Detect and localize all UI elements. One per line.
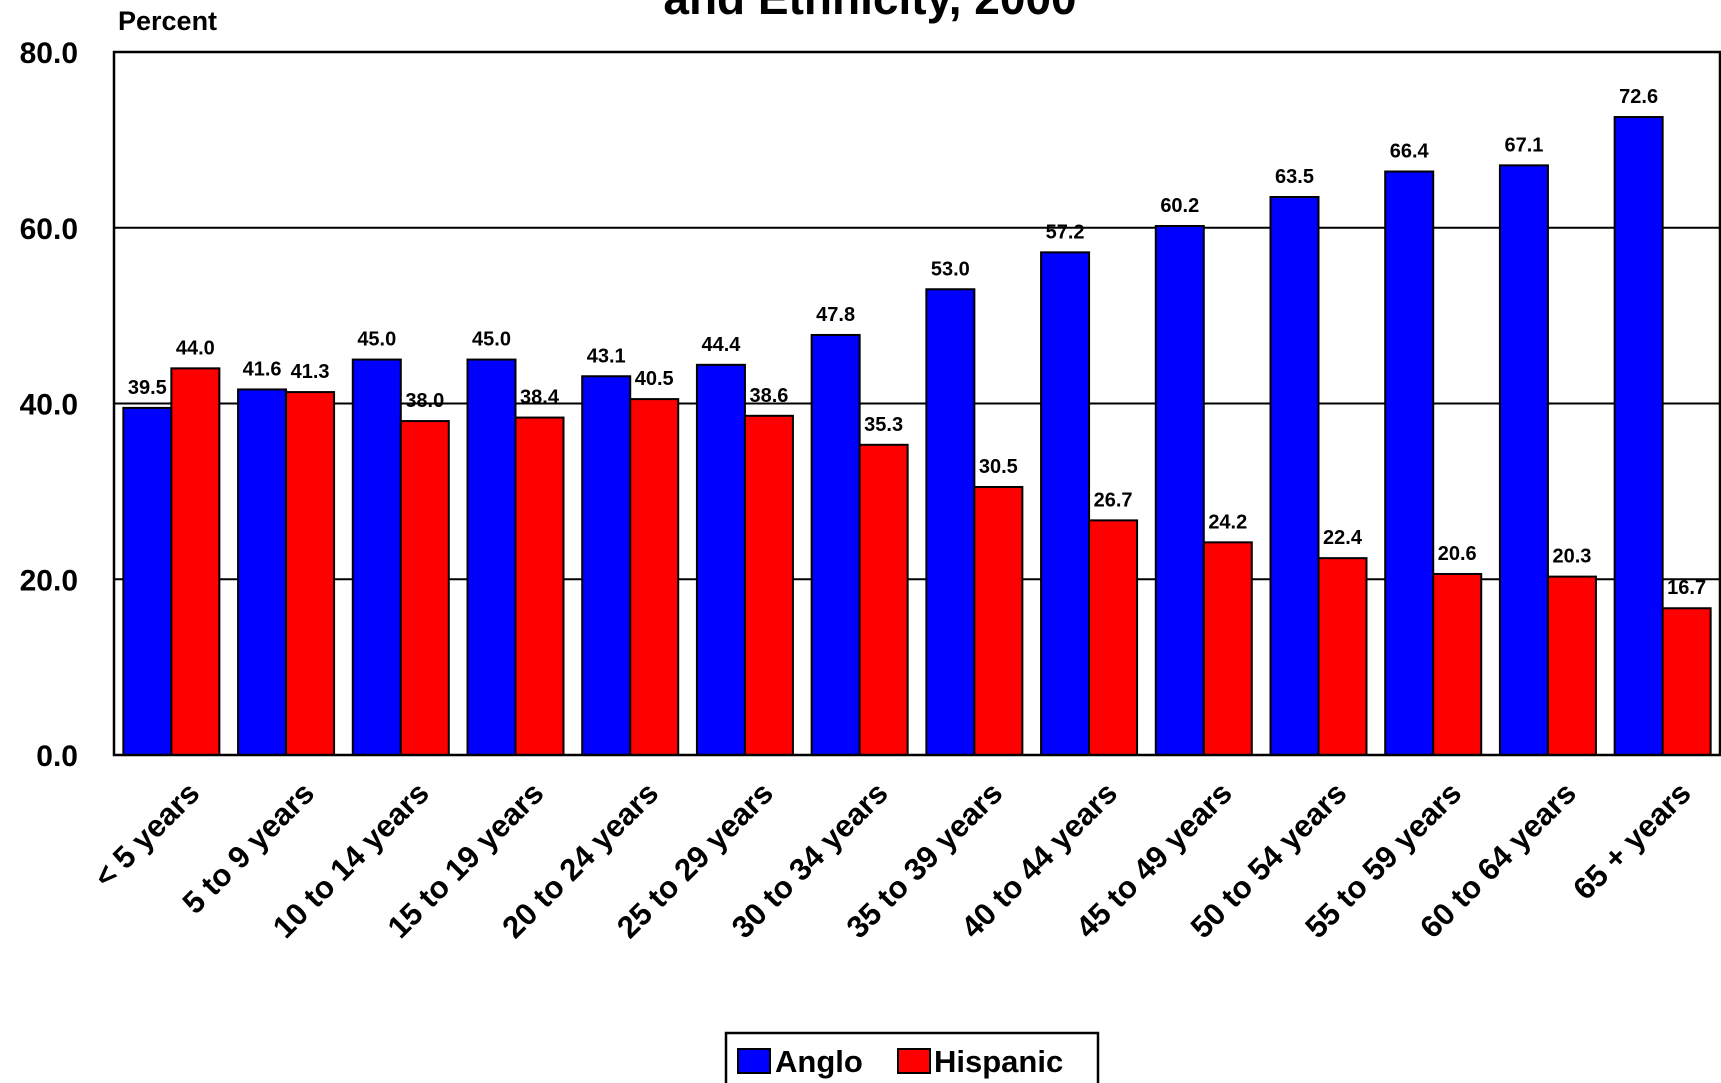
bar-anglo — [810, 333, 861, 756]
bar-anglo — [581, 375, 632, 756]
data-label-hispanic: 41.3 — [291, 361, 330, 383]
y-tick-label: 80.0 — [20, 37, 78, 70]
data-label-anglo: 60.2 — [1160, 195, 1199, 217]
plot-area-frame — [112, 50, 1721, 757]
bar-hispanic — [858, 443, 909, 756]
bar-hispanic — [285, 391, 336, 756]
y-axis-unit-label: Percent — [118, 6, 217, 36]
legend-label-hispanic: Hispanic — [934, 1044, 1063, 1079]
data-label-hispanic: 38.4 — [520, 387, 560, 409]
data-label-hispanic: 40.5 — [635, 368, 674, 390]
data-label-hispanic: 38.6 — [749, 385, 788, 407]
bar-anglo — [1040, 251, 1091, 756]
bar-anglo — [237, 388, 288, 756]
data-label-anglo: 53.0 — [931, 258, 970, 280]
bar-hispanic — [170, 367, 221, 756]
bar-hispanic — [973, 485, 1024, 756]
bar-anglo — [1154, 224, 1205, 756]
legend-swatch-anglo — [737, 1048, 771, 1074]
legend-box — [724, 1031, 1100, 1083]
bar-hispanic — [629, 398, 680, 756]
y-tick-label: 40.0 — [20, 389, 78, 422]
bars — [122, 116, 1712, 757]
bar-anglo — [1613, 116, 1664, 756]
data-label-anglo: 63.5 — [1275, 166, 1314, 188]
bar-hispanic — [743, 414, 794, 756]
data-label-hispanic: 20.3 — [1552, 546, 1591, 568]
data-label-anglo: 45.0 — [357, 329, 396, 351]
bar-hispanic — [1088, 519, 1139, 757]
bar-hispanic — [1432, 572, 1483, 756]
data-label-hispanic: 44.0 — [176, 337, 215, 359]
x-tick-label: 65 + years — [1566, 775, 1697, 906]
data-label-anglo: 72.6 — [1619, 86, 1658, 108]
legend: Anglo Hispanic — [724, 1031, 1100, 1083]
data-label-hispanic: 30.5 — [979, 456, 1018, 478]
data-label-anglo: 57.2 — [1046, 221, 1085, 243]
bar-anglo — [1269, 195, 1320, 756]
data-label-hispanic: 22.4 — [1323, 527, 1363, 549]
y-axis-ticks: 0.0 20.0 40.0 60.0 80.0 — [20, 37, 78, 773]
data-label-hispanic: 35.3 — [864, 414, 903, 436]
y-tick-label: 60.0 — [20, 213, 78, 246]
data-label-anglo: 43.1 — [587, 345, 626, 367]
data-label-hispanic: 26.7 — [1094, 489, 1133, 511]
bar-anglo — [925, 288, 976, 756]
data-label-hispanic: 38.0 — [405, 390, 444, 412]
data-label-anglo: 67.1 — [1504, 134, 1543, 156]
data-label-hispanic: 16.7 — [1667, 577, 1706, 599]
data-labels: 39.5 44.0 41.6 41.3 45.0 38.0 45.0 38.4 43.1 40.5… — [128, 86, 1706, 599]
bar-hispanic — [1661, 607, 1712, 757]
bar-hispanic — [1546, 575, 1597, 757]
bar-hispanic — [1317, 557, 1368, 756]
chart-title: and Ethnicity, 2000 — [663, 0, 1076, 24]
data-label-anglo: 66.4 — [1390, 141, 1430, 163]
bar-hispanic — [1202, 541, 1253, 757]
data-label-anglo: 39.5 — [128, 377, 167, 399]
bar-anglo — [695, 363, 746, 756]
x-tick-label: < 5 years — [87, 775, 206, 894]
data-label-hispanic: 20.6 — [1438, 543, 1477, 565]
bar-anglo — [351, 358, 402, 756]
y-tick-label: 20.0 — [20, 564, 78, 597]
bar-hispanic — [399, 420, 450, 756]
bar-hispanic — [514, 416, 565, 756]
data-label-anglo: 44.4 — [701, 334, 741, 356]
legend-label-anglo: Anglo — [775, 1044, 863, 1079]
data-label-hispanic: 24.2 — [1208, 511, 1247, 533]
bar-anglo — [1498, 164, 1549, 756]
data-label-anglo: 41.6 — [243, 358, 282, 380]
data-label-anglo: 47.8 — [816, 304, 855, 326]
legend-swatch-hispanic — [897, 1048, 931, 1074]
data-label-anglo: 45.0 — [472, 329, 511, 351]
bar-anglo — [122, 406, 173, 756]
y-tick-label: 0.0 — [36, 740, 78, 773]
bar-anglo — [466, 358, 517, 756]
bar-anglo — [1384, 170, 1435, 756]
